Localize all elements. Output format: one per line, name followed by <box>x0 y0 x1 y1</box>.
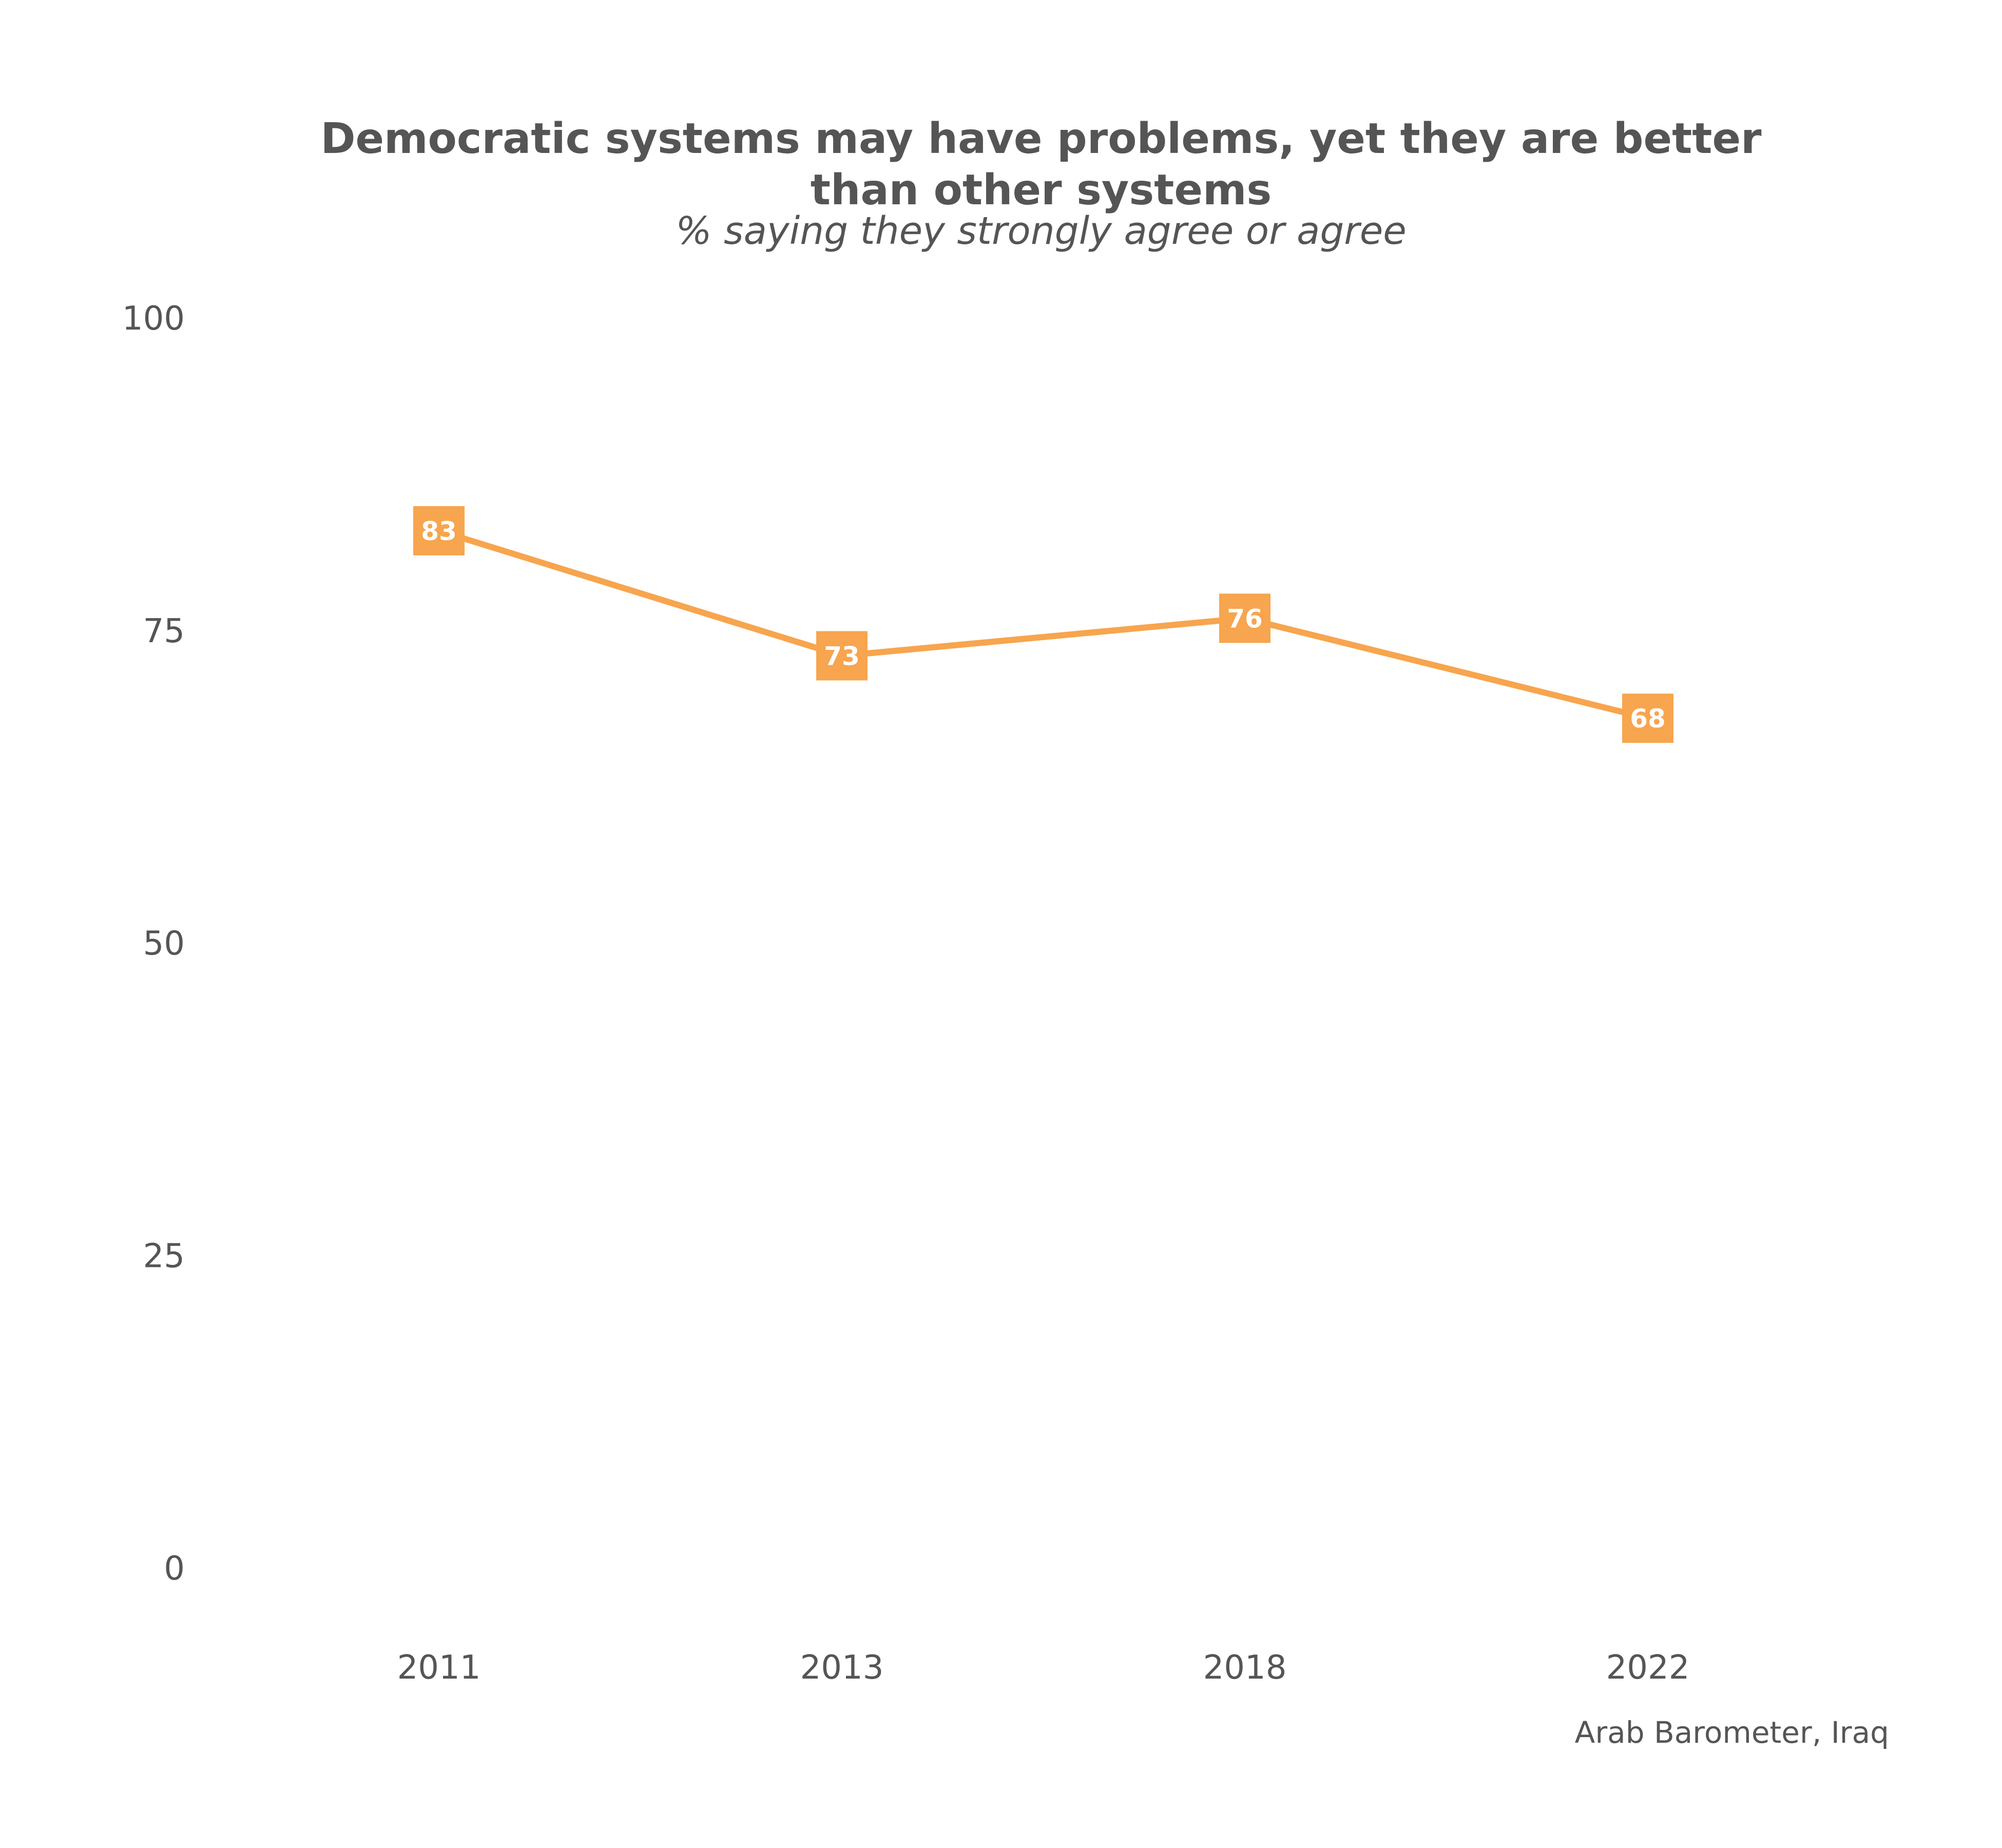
x-axis: 2011 2013 2018 2022 <box>397 1649 1690 1687</box>
y-tick-label: 100 <box>122 300 185 338</box>
data-point-marker <box>1219 593 1270 643</box>
data-label: 76 <box>1227 604 1263 633</box>
x-tick-label: 2022 <box>1606 1649 1690 1687</box>
series-line <box>436 527 1651 722</box>
data-label: 73 <box>824 641 860 671</box>
data-label: 68 <box>1630 704 1666 734</box>
y-tick-label: 0 <box>164 1550 185 1588</box>
y-axis: 0 25 50 75 100 <box>122 300 185 1588</box>
chart-caption: Arab Barometer, Iraq <box>1575 1715 1889 1750</box>
chart-subtitle: % saying they strongly agree or agree <box>676 209 1407 253</box>
x-tick-label: 2011 <box>397 1649 481 1687</box>
chart-title-line-1: Democratic systems may have problems, ye… <box>320 114 1762 163</box>
x-tick-label: 2013 <box>800 1649 884 1687</box>
data-point-marker <box>413 506 465 555</box>
data-label: 83 <box>421 516 457 546</box>
y-tick-label: 25 <box>143 1237 185 1275</box>
y-tick-label: 50 <box>143 925 185 963</box>
x-tick-label: 2018 <box>1203 1649 1287 1687</box>
y-tick-label: 75 <box>143 612 185 650</box>
data-point-marker <box>1622 694 1673 743</box>
chart-title-line-2: than other systems <box>811 166 1272 215</box>
series-layer: 83 73 76 68 <box>413 506 1673 743</box>
data-point-marker <box>816 631 868 681</box>
